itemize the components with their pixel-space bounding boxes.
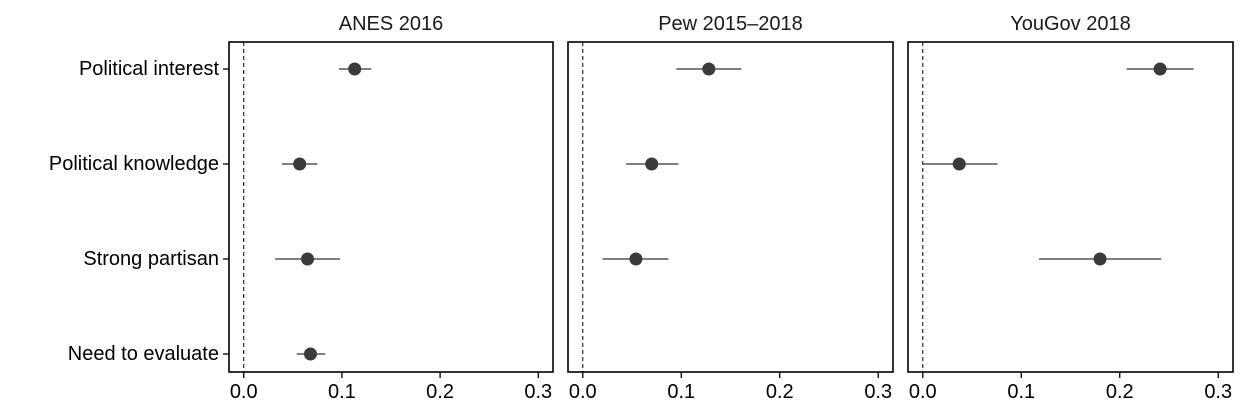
panel-frame [567, 41, 894, 373]
estimate-point-political-knowledge [645, 157, 659, 171]
estimate-point-political-interest [348, 62, 362, 76]
x-tick-label: 0.1 [1007, 381, 1035, 403]
x-tick-label: 0.1 [328, 381, 356, 403]
x-tick-label: 0.3 [1204, 381, 1232, 403]
category-label-need-to-evaluate: Need to evaluate [68, 343, 219, 365]
estimate-point-political-knowledge [952, 157, 966, 171]
estimate-point-political-interest [1153, 62, 1167, 76]
panel-title: Pew 2015–2018 [658, 13, 803, 35]
panel-anes-2016: ANES 2016 0.0 0.1 0.2 0.3 [228, 13, 554, 403]
panel-pew-2015-2018: Pew 2015–2018 0.0 0.1 0.2 0.3 [567, 13, 894, 403]
x-tick-label: 0.0 [909, 381, 937, 403]
estimate-point-political-interest [702, 62, 716, 76]
panels: ANES 2016 0.0 0.1 0.2 0.3 Pew 2015–2018 0.0 0.1… [228, 13, 1234, 403]
x-tick-label: 0.3 [524, 381, 552, 403]
panel-title: YouGov 2018 [1010, 13, 1130, 35]
estimate-point-need-to-evaluate [303, 347, 317, 361]
estimate-point-strong-partisan [301, 252, 315, 266]
panel-yougov-2018: YouGov 2018 0.0 0.1 0.2 0.3 [907, 13, 1234, 403]
x-tick-label: 0.2 [426, 381, 454, 403]
x-tick-label: 0.3 [864, 381, 892, 403]
x-tick-label: 0.1 [667, 381, 695, 403]
category-labels: Political interest Political knowledge Str… [49, 58, 229, 365]
x-tick-label: 0.0 [230, 381, 258, 403]
estimate-point-strong-partisan [629, 252, 643, 266]
estimate-point-strong-partisan [1093, 252, 1107, 266]
panel-frame [228, 41, 554, 373]
x-tick-label: 0.2 [1106, 381, 1134, 403]
panel-title: ANES 2016 [339, 13, 444, 35]
category-label-strong-partisan: Strong partisan [83, 248, 219, 270]
estimate-point-political-knowledge [293, 157, 307, 171]
panel-frame [907, 41, 1234, 373]
category-label-political-interest: Political interest [79, 58, 220, 80]
x-tick-label: 0.2 [766, 381, 794, 403]
category-label-political-knowledge: Political knowledge [49, 153, 219, 175]
x-tick-label: 0.0 [569, 381, 597, 403]
